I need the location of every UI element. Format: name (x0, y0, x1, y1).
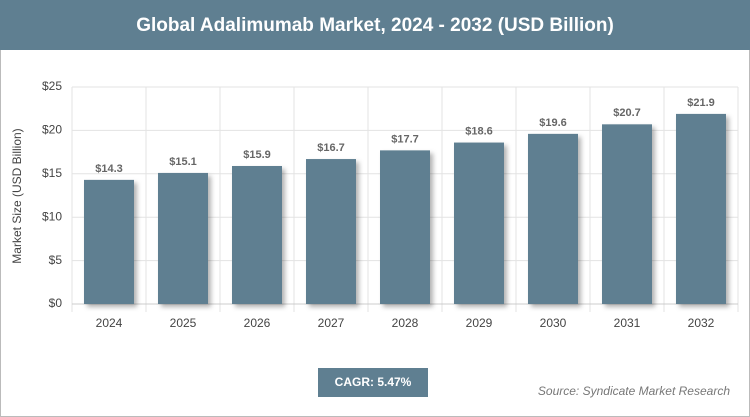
bar (158, 172, 208, 304)
source: Source: Syndicate Market Research (538, 384, 730, 398)
y-tick-label: $5 (49, 253, 63, 267)
value-label: $17.7 (391, 133, 419, 145)
value-label: $15.9 (243, 149, 271, 161)
y-tick-label: $20 (42, 123, 62, 137)
y-axis-label: Market Size (USD Billion) (10, 128, 24, 263)
chart-title: Global Adalimumab Market, 2024 - 2032 (U… (136, 15, 614, 36)
x-tick-label: 2032 (688, 316, 715, 330)
x-tick-label: 2030 (540, 316, 567, 330)
cagr-box (318, 368, 428, 397)
bar (232, 165, 282, 304)
value-label: $16.7 (317, 142, 345, 154)
bar (602, 124, 652, 304)
x-tick-label: 2026 (244, 316, 271, 330)
y-tick-label: $15 (42, 166, 62, 180)
x-tick-label: 2025 (170, 316, 197, 330)
value-label: $18.6 (465, 125, 493, 137)
value-label: $14.3 (95, 163, 123, 175)
value-label: $15.1 (169, 156, 197, 168)
bar (454, 142, 504, 304)
value-label: $20.7 (613, 107, 641, 119)
y-tick-label: $10 (42, 209, 62, 223)
y-tick-label: $0 (49, 296, 63, 310)
x-tick-label: 2028 (392, 316, 419, 330)
cagr: CAGR: 5.47% (335, 375, 412, 389)
bar (306, 159, 356, 304)
x-tick-label: 2027 (318, 316, 345, 330)
bar (84, 179, 134, 304)
y-tick-label: $25 (42, 79, 62, 93)
bar (528, 133, 578, 304)
value-label: $21.9 (687, 97, 715, 109)
x-tick-label: 2029 (466, 316, 493, 330)
x-tick-label: 2024 (96, 316, 123, 330)
x-tick-label: 2031 (614, 316, 641, 330)
bar (676, 113, 726, 305)
value-label: $19.6 (539, 117, 567, 129)
bar (380, 150, 430, 304)
header (0, 0, 750, 50)
